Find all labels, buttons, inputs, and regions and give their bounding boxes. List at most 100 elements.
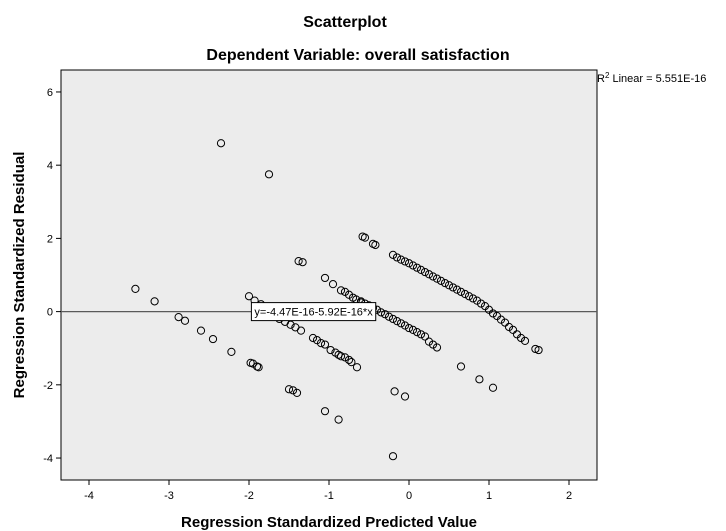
data-point <box>396 319 406 328</box>
data-point <box>208 334 218 344</box>
data-point <box>340 353 350 362</box>
r2-suffix: Linear = 5.551E-16 <box>609 73 706 85</box>
x-tick-label: -2 <box>244 490 254 502</box>
data-point <box>476 299 486 308</box>
r2-superscript: 2 <box>605 71 610 80</box>
y-tick-label: -2 <box>43 380 53 392</box>
data-point <box>408 325 418 335</box>
data-point <box>227 347 236 356</box>
r2-prefix: R <box>597 73 605 85</box>
data-point <box>294 256 303 266</box>
x-axis-title: Regression Standardized Predicted Value <box>181 514 477 531</box>
y-tick-label: 0 <box>47 307 53 319</box>
data-point <box>288 386 298 395</box>
data-point <box>244 292 254 301</box>
data-point <box>384 312 394 321</box>
y-tick-label: -4 <box>43 453 53 465</box>
data-point <box>174 312 183 322</box>
data-point <box>392 253 402 262</box>
y-tick-label: 2 <box>47 233 53 245</box>
data-point <box>424 270 434 279</box>
data-point <box>432 274 442 283</box>
data-point <box>388 250 398 259</box>
x-tick-label: -3 <box>164 490 174 502</box>
y-axis: -4 -2 0 2 4 6 <box>43 87 61 465</box>
data-point <box>326 345 335 355</box>
data-point <box>400 257 410 266</box>
chart-title: Scatterplot <box>303 14 387 31</box>
data-point <box>320 340 330 349</box>
data-point <box>352 363 362 372</box>
data-point <box>452 285 462 294</box>
data-point <box>448 283 458 292</box>
data-point <box>344 355 354 365</box>
data-point <box>520 336 530 345</box>
data-point <box>460 289 470 299</box>
data-point <box>432 343 442 352</box>
data-point <box>334 415 343 424</box>
data-point <box>336 286 346 295</box>
data-point <box>392 317 402 326</box>
x-tick-label: 2 <box>566 490 572 502</box>
x-tick-label: 1 <box>486 490 492 502</box>
data-point <box>396 255 406 264</box>
data-point <box>360 233 370 242</box>
data-point <box>456 362 466 371</box>
data-point <box>416 330 426 339</box>
data-point <box>347 358 356 367</box>
data-point <box>416 265 426 274</box>
data-point <box>371 240 380 250</box>
data-point <box>468 294 478 303</box>
data-point <box>320 407 330 416</box>
x-axis: -4 -3 -2 -1 0 1 2 <box>84 480 572 502</box>
data-point <box>456 287 466 296</box>
data-point <box>298 258 307 267</box>
data-point <box>534 345 543 355</box>
data-point <box>412 328 422 337</box>
data-point <box>254 363 263 372</box>
data-point <box>412 263 422 272</box>
data-point <box>316 338 326 348</box>
x-tick-label: -1 <box>324 490 334 502</box>
y-axis-title: Regression Standardized Residual <box>11 152 28 399</box>
data-point <box>376 308 386 317</box>
data-point <box>380 310 390 319</box>
fit-line-label-box <box>250 302 377 322</box>
data-point <box>131 284 140 294</box>
data-point <box>475 375 484 384</box>
data-point <box>388 452 398 461</box>
data-point <box>408 261 418 270</box>
data-point <box>404 323 414 333</box>
r2-annotation: R2 Linear = 5.551E-16 <box>597 71 706 85</box>
data-point <box>420 332 430 341</box>
data-point <box>400 392 410 401</box>
data-point <box>150 297 159 306</box>
y-tick-label: 6 <box>47 87 53 99</box>
data-point <box>404 259 414 268</box>
data-point <box>428 272 438 281</box>
plot-area <box>60 69 598 481</box>
data-point <box>436 276 446 285</box>
data-point <box>390 387 399 396</box>
data-point <box>488 309 498 318</box>
data-point <box>180 316 190 325</box>
y-tick-label: 4 <box>47 160 53 172</box>
x-tick-label: -4 <box>84 490 94 502</box>
data-point <box>196 326 206 335</box>
data-point <box>420 267 430 277</box>
data-point <box>464 292 474 301</box>
data-point <box>292 388 302 397</box>
data-point <box>264 170 274 179</box>
chart-subtitle: Dependent Variable: overall satisfaction <box>206 47 509 64</box>
x-tick-label: 0 <box>406 490 412 502</box>
points-layer <box>131 139 543 461</box>
fit-line-label: y=-4.47E-16-5.92E-16*x <box>250 302 377 322</box>
data-point <box>296 326 306 335</box>
data-point <box>336 352 346 361</box>
data-point <box>308 333 318 343</box>
data-point <box>328 280 338 289</box>
data-point <box>400 321 410 330</box>
data-point <box>216 139 226 148</box>
data-point <box>444 281 454 290</box>
